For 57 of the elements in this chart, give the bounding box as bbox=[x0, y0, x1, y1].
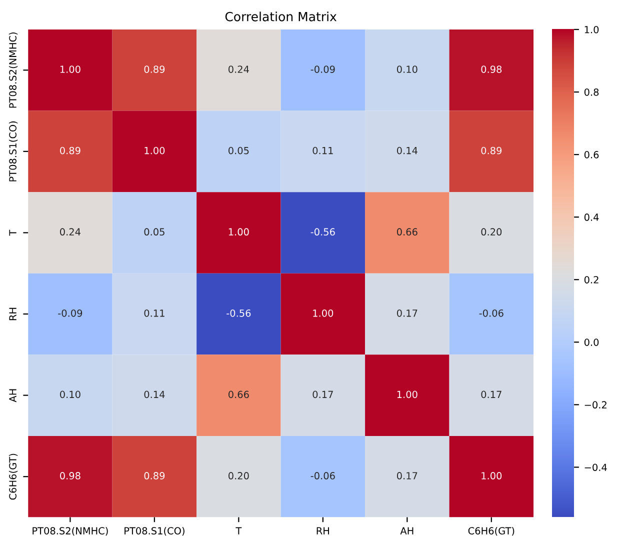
y-tick-label: C6H6(GT) bbox=[8, 454, 18, 500]
data-label: 0.05 bbox=[144, 228, 164, 236]
data-label: 0.11 bbox=[144, 309, 164, 317]
data-label: -0.09 bbox=[310, 66, 335, 73]
data-label: 0.10 bbox=[396, 66, 418, 73]
color-bar-label: 0.8 bbox=[584, 88, 599, 96]
data-label: 0.17 bbox=[396, 309, 418, 317]
data-label: 0.89 bbox=[144, 66, 165, 73]
color-bar-label: 1.0 bbox=[584, 26, 599, 34]
data-label: 1.00 bbox=[228, 228, 249, 236]
data-label: 1.00 bbox=[397, 390, 418, 398]
color-bar-label: 0.4 bbox=[584, 214, 599, 221]
data-label: 0.89 bbox=[144, 472, 165, 480]
data-label: -0.56 bbox=[226, 309, 251, 317]
y-tick-label: T bbox=[9, 230, 16, 236]
color-bar-label: 0.0 bbox=[584, 338, 599, 346]
data-label: -0.09 bbox=[58, 309, 82, 317]
y-tick-label: PT08.S2(NMHC) bbox=[8, 32, 18, 108]
data-label: 0.14 bbox=[144, 390, 165, 398]
data-label: -0.56 bbox=[310, 228, 335, 236]
color-bar-label: 0.6 bbox=[584, 151, 599, 158]
data-label: 1.00 bbox=[60, 66, 80, 73]
data-label: 0.11 bbox=[312, 146, 333, 154]
data-label: 1.00 bbox=[482, 472, 502, 480]
data-label: 0.10 bbox=[60, 390, 80, 398]
data-label: 1.00 bbox=[144, 146, 165, 154]
data-label: 0.05 bbox=[228, 146, 249, 154]
x-tick-label: RH bbox=[316, 527, 329, 534]
data-label: 0.89 bbox=[481, 146, 502, 154]
data-label: 0.14 bbox=[396, 146, 418, 154]
data-label: 0.20 bbox=[481, 228, 502, 236]
data-label: 0.24 bbox=[228, 66, 249, 73]
data-label: 0.20 bbox=[228, 472, 249, 480]
data-label: 0.66 bbox=[396, 228, 418, 236]
color-bar-label: 0.2 bbox=[584, 276, 598, 284]
data-label: 0.98 bbox=[481, 66, 502, 73]
data-label: -0.06 bbox=[310, 472, 335, 480]
data-label: 0.89 bbox=[60, 146, 80, 154]
y-tick-label: PT08.S1(CO) bbox=[8, 121, 18, 182]
x-tick-label: PT08.S2(NMHC) bbox=[32, 526, 108, 536]
y-tick-label: RH bbox=[9, 308, 16, 320]
x-tick-label: AH bbox=[400, 527, 414, 534]
color-bar-label: −0.4 bbox=[584, 464, 607, 472]
chart-title: Correlation Matrix bbox=[225, 12, 337, 22]
x-tick-label: T bbox=[236, 527, 242, 534]
data-label: 0.17 bbox=[396, 472, 418, 480]
data-label: -0.06 bbox=[479, 309, 504, 317]
x-tick-label: C6H6(GT) bbox=[468, 526, 514, 536]
color-bar-label: −0.2 bbox=[584, 401, 606, 409]
data-label: 1.00 bbox=[313, 309, 334, 317]
data-label: 0.66 bbox=[228, 390, 249, 398]
data-label: 0.24 bbox=[60, 228, 80, 236]
y-tick-label: AH bbox=[9, 389, 16, 402]
x-tick-label: PT08.S1(CO) bbox=[124, 526, 184, 536]
data-label: 0.17 bbox=[481, 390, 502, 398]
data-label: 0.98 bbox=[60, 472, 80, 480]
data-label: 0.17 bbox=[312, 390, 333, 398]
